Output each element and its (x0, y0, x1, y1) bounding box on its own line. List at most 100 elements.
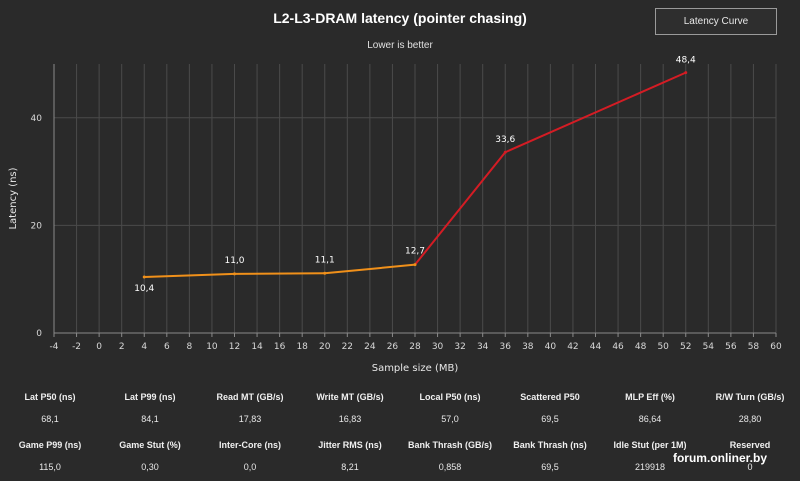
x-axis-label: Sample size (MB) (372, 363, 459, 374)
label-layer: -4 -2 0 2 4 6 8 10 12 14 16 18 20 22 24 26 28 30 32 34 36 38 4… (31, 56, 782, 352)
data-point-label: 33,6 (495, 135, 515, 145)
y-tick-label: 40 (31, 114, 43, 124)
stat-label: Bank Thrash (GB/s) (407, 440, 492, 450)
stats-row-1: Lat P50 (ns) 68,1 Lat P99 (ns) 84,1 Read MT … (0, 390, 800, 430)
stat-label: Scattered P50 (520, 392, 580, 402)
data-point (323, 271, 327, 275)
stat-label: Write MT (GB/s) (316, 392, 384, 402)
series-segment (504, 71, 687, 154)
stat-label: Game Stut (%) (119, 440, 181, 450)
stat-value: 0,30 (141, 462, 159, 472)
x-tick-label: 10 (206, 342, 218, 352)
stat-value: 0 (747, 462, 753, 472)
x-tick-label: 36 (500, 342, 512, 352)
stats-row-2: Game P99 (ns) 115,0 Game Stut (%) 0,30 Inter… (0, 438, 800, 478)
stat-value: 69,5 (541, 462, 559, 472)
x-tick-label: 52 (680, 342, 691, 352)
x-tick-label: 44 (590, 342, 602, 352)
stat-label: Idle Stut (per 1M) (613, 440, 687, 450)
stat-value: 57,0 (441, 414, 459, 424)
y-axis-label: Latency (ns) (8, 167, 19, 229)
y-tick-label: 20 (31, 221, 43, 231)
stat-cell: Game Stut (%) 0,30 (100, 438, 200, 473)
stat-cell: R/W Turn (GB/s) 28,80 (700, 390, 800, 425)
y-tick-label: 0 (36, 329, 42, 339)
stat-value: 115,0 (39, 462, 61, 472)
x-tick-label: 22 (342, 342, 353, 352)
x-tick-label: 32 (454, 342, 465, 352)
x-tick-label: 8 (187, 342, 193, 352)
x-tick-label: 48 (635, 342, 647, 352)
x-tick-label: 24 (364, 342, 376, 352)
x-tick-label: 40 (545, 342, 557, 352)
data-point-label: 12,7 (405, 247, 425, 257)
x-tick-label: -2 (72, 342, 81, 352)
stat-value: 17,83 (238, 414, 262, 424)
data-point (503, 150, 507, 154)
stat-cell: Write MT (GB/s) 16,83 (300, 390, 400, 425)
watermark: forum.onliner.by (672, 451, 767, 465)
x-tick-label: 42 (567, 342, 578, 352)
x-tick-label: 30 (432, 342, 444, 352)
grid-layer (53, 64, 777, 334)
stat-cell: Idle Stut (per 1M) 219918 (600, 438, 700, 473)
stat-label: Read MT (GB/s) (216, 392, 284, 402)
x-tick-label: 18 (296, 342, 308, 352)
stat-cell: Reserved 0 (700, 438, 800, 473)
x-tick-label: 0 (96, 342, 102, 352)
stat-cell: MLP Eff (%) 86,64 (600, 390, 700, 425)
x-tick-label: 58 (748, 342, 760, 352)
data-point (142, 275, 146, 279)
x-tick-label: 2 (119, 342, 125, 352)
data-point (684, 71, 688, 75)
stat-label: Lat P50 (ns) (24, 392, 76, 402)
stat-value: 16,83 (338, 414, 362, 424)
stat-cell: Jitter RMS (ns) 8,21 (300, 438, 400, 473)
x-tick-label: 60 (770, 342, 782, 352)
stat-cell: Local P50 (ns) 57,0 (400, 390, 500, 425)
stat-value: 0,0 (243, 462, 257, 472)
data-point-label: 48,4 (676, 56, 696, 66)
stat-cell: Inter-Core (ns) 0,0 (200, 438, 300, 473)
x-tick-label: 46 (612, 342, 624, 352)
stat-label: Inter-Core (ns) (218, 440, 281, 450)
latency-chart: -4 -2 0 2 4 6 8 10 12 14 16 18 20 22 24 26 28 30 32 34 36 38 4… (8, 56, 782, 374)
x-tick-label: 28 (409, 342, 421, 352)
data-point-label: 10,4 (134, 284, 154, 294)
data-point-label: 11,1 (315, 255, 335, 265)
stat-label: Jitter RMS (ns) (318, 440, 382, 450)
stat-cell: Lat P50 (ns) 68,1 (0, 390, 100, 425)
x-tick-label: 20 (319, 342, 331, 352)
stat-value: 84,1 (141, 414, 159, 424)
stat-label: R/W Turn (GB/s) (715, 392, 785, 402)
x-tick-label: 34 (477, 342, 489, 352)
stat-label: Game P99 (ns) (18, 440, 82, 450)
stat-label: Bank Thrash (ns) (513, 440, 587, 450)
series-segment (143, 272, 236, 279)
x-tick-label: 12 (229, 342, 240, 352)
axis-layer (53, 64, 777, 337)
stat-cell: Game P99 (ns) 115,0 (0, 438, 100, 473)
data-point (413, 263, 417, 267)
stat-cell: Bank Thrash (GB/s) 0,858 (400, 438, 500, 473)
series-segment (414, 151, 507, 266)
data-point-label: 11,0 (224, 256, 244, 266)
stat-value: 0,858 (438, 462, 462, 472)
x-tick-label: 26 (387, 342, 399, 352)
x-tick-label: 38 (522, 342, 534, 352)
x-tick-label: 56 (725, 342, 737, 352)
latency-curve-button[interactable]: Latency Curve (655, 8, 777, 35)
stat-value: 86,64 (638, 414, 662, 424)
stat-label: MLP Eff (%) (625, 392, 675, 402)
x-tick-label: -4 (50, 342, 59, 352)
chart-title: L2-L3-DRAM latency (pointer chasing) (273, 10, 527, 26)
x-tick-label: 54 (703, 342, 715, 352)
stat-label: Local P50 (ns) (419, 392, 481, 402)
x-tick-label: 14 (251, 342, 263, 352)
stat-cell: Read MT (GB/s) 17,83 (200, 390, 300, 425)
stat-cell: Bank Thrash (ns) 69,5 (500, 438, 600, 473)
data-point (233, 272, 236, 276)
stat-value: 68,1 (41, 414, 59, 424)
stat-cell: Scattered P50 69,5 (500, 390, 600, 425)
series-segment (323, 263, 416, 275)
